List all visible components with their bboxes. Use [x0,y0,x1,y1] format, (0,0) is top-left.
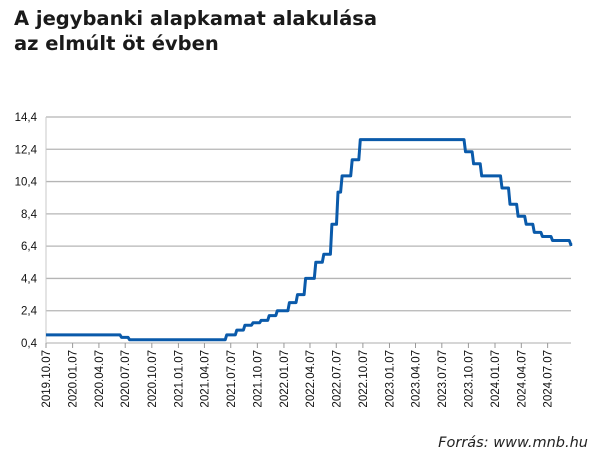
x-tick-label: 2023.04.07 [411,350,423,408]
x-tick-label: 2020.07.07 [120,350,132,408]
x-tick-label: 2024.07.07 [543,350,555,408]
x-tick-label: 2022.04.07 [305,350,317,408]
x-tick-label: 2019.10.07 [41,350,53,408]
x-tick-label: 2020.04.07 [94,350,106,408]
chart-title: A jegybanki alapkamat alakulása az elmúl… [14,6,377,56]
y-tick-label: 2,4 [21,306,38,318]
x-tick-label: 2022.01.07 [279,350,291,408]
x-tick-label: 2020.10.07 [147,350,159,408]
x-tick-label: 2024.01.07 [490,350,502,408]
x-tick-label: 2023.07.07 [437,350,449,408]
x-tick-label: 2021.04.07 [199,350,211,408]
y-tick-label: 4,4 [21,273,38,285]
y-tick-label: 10,4 [15,177,38,189]
x-tick-label: 2023.10.07 [463,350,475,408]
x-tick-label: 2022.10.07 [358,350,370,408]
x-tick-label: 2020.01.07 [68,350,80,408]
y-tick-label: 8,4 [21,209,38,221]
x-tick-label: 2022.07.07 [331,350,343,408]
x-tick-label: 2021.10.07 [252,350,264,408]
title-line-2: az elmúlt öt évben [14,32,219,55]
x-tick-label: 2021.01.07 [173,350,185,408]
title-line-1: A jegybanki alapkamat alakulása [14,7,378,30]
source-note: Forrás: www.mnb.hu [438,435,588,451]
x-tick-label: 2023.01.07 [384,350,396,408]
y-tick-label: 0,4 [21,338,38,350]
series-line-base-rate [46,138,573,342]
y-tick-label: 6,4 [21,241,38,253]
y-tick-label: 14,4 [15,112,38,124]
x-tick-label: 2021.07.07 [226,350,238,408]
x-tick-label: 2024.04.07 [516,350,528,408]
y-tick-label: 12,4 [15,144,38,156]
